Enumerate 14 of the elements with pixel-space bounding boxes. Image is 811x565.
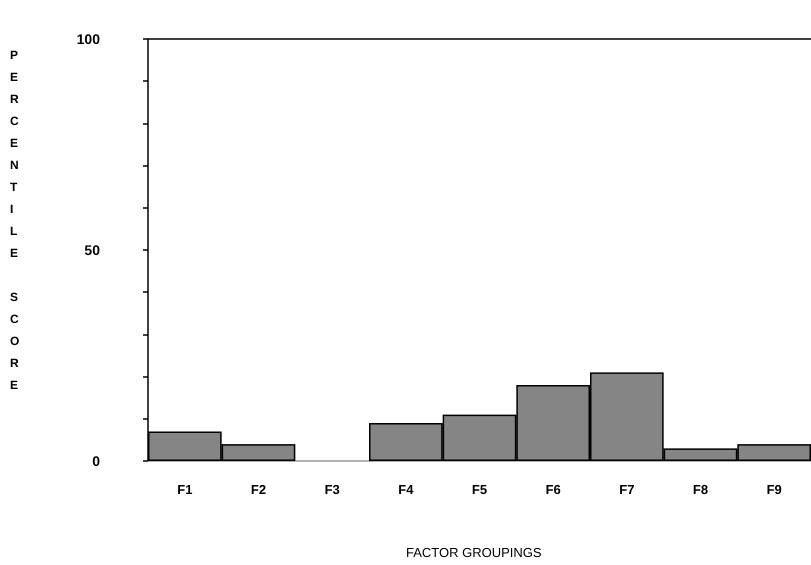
y-tick-label: 100: [76, 31, 100, 47]
text: PERCENTILE SCORE: [10, 48, 20, 392]
x-axis-title: FACTOR GROUPINGS: [406, 545, 542, 560]
x-tick-label: F9: [766, 482, 782, 497]
x-tick-label: F3: [324, 482, 340, 497]
x-tick-label: F6: [546, 482, 561, 497]
x-tick-label: F7: [619, 482, 634, 497]
x-tick-label: F1: [177, 482, 192, 497]
x-tick-label: F2: [250, 482, 266, 497]
x-tick-label: F5: [472, 482, 488, 497]
y-tick-label: 0: [92, 453, 100, 469]
x-tick-label: F4: [398, 482, 414, 497]
x-tick-label: F8: [692, 482, 708, 497]
y-tick-label: 50: [84, 242, 100, 258]
